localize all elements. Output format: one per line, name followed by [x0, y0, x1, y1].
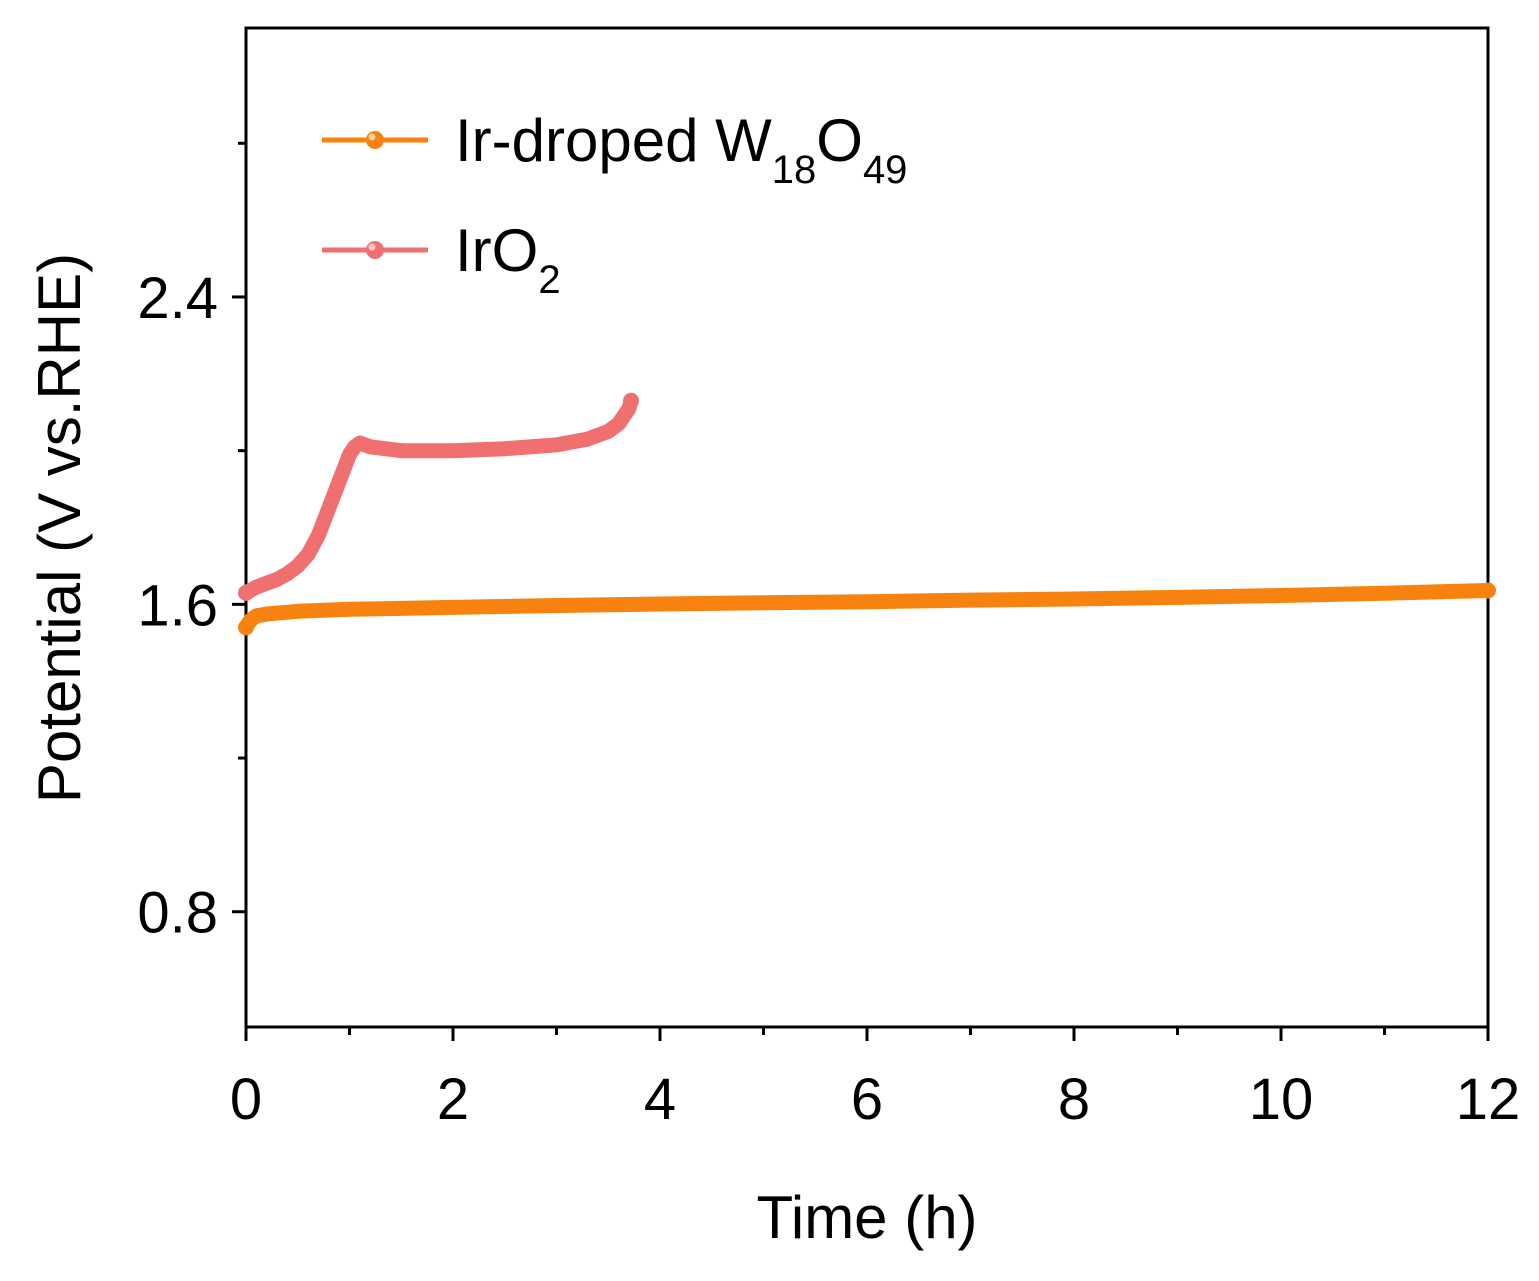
series-start-marker-iro2	[238, 584, 254, 601]
y-tick-label: 1.6	[137, 573, 218, 638]
x-tick-label: 2	[437, 1067, 469, 1132]
x-tick-label: 10	[1249, 1067, 1314, 1132]
series-end-marker-ir-droped-w18o49	[1480, 582, 1496, 599]
legend-marker-ir-droped-w18o49	[366, 131, 384, 149]
legend-text-part: O	[816, 107, 863, 174]
x-axis: 0 2 4 6 8 10 12	[230, 1027, 1520, 1132]
legend-text-part: IrO	[455, 217, 538, 284]
x-tick-label: 12	[1456, 1067, 1521, 1132]
legend-text-part: Ir-droped W	[455, 107, 772, 174]
y-tick-label: 2.4	[137, 266, 218, 331]
legend: Ir-droped W18O49 IrO2	[322, 107, 907, 302]
legend-subscript: 18	[772, 148, 817, 192]
series-layer	[238, 392, 1496, 636]
y-axis-title: Potential (V vs.RHE)	[26, 253, 93, 803]
series-line-ir-droped-w18o49	[238, 583, 1496, 635]
legend-subscript: 2	[538, 258, 560, 302]
x-tick-label: 8	[1058, 1067, 1090, 1132]
series-end-marker-iro2	[623, 392, 640, 409]
x-tick-label: 6	[851, 1067, 883, 1132]
legend-label-ir-droped-w18o49: Ir-droped W18O49	[455, 107, 907, 192]
y-tick-label: 0.8	[137, 881, 218, 946]
x-tick-label: 4	[644, 1067, 676, 1132]
series-line-iro2	[238, 393, 639, 601]
y-axis: 0.8 1.6 2.4	[137, 141, 246, 946]
series-start-marker-ir-droped-w18o49	[238, 619, 254, 636]
x-tick-label: 0	[230, 1067, 262, 1132]
legend-marker-highlight	[368, 243, 376, 251]
x-axis-title: Time (h)	[756, 1184, 977, 1251]
legend-marker-highlight	[368, 133, 376, 141]
legend-marker-iro2	[366, 241, 384, 259]
legend-label-iro2: IrO2	[455, 217, 561, 302]
legend-subscript: 49	[863, 148, 908, 192]
